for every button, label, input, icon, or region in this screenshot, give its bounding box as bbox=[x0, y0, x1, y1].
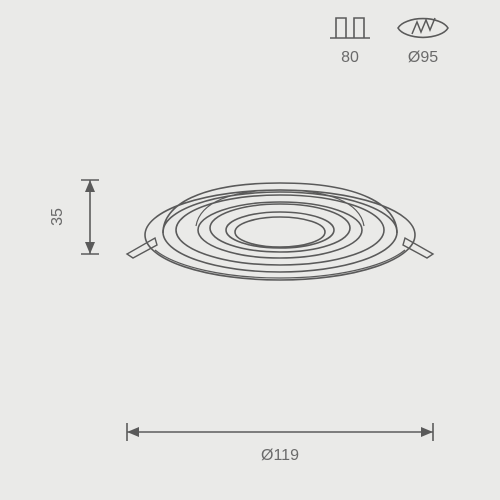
height-dimension: 35 bbox=[49, 180, 99, 254]
height-label: 35 bbox=[49, 208, 66, 226]
throat bbox=[198, 202, 362, 258]
clip-left bbox=[127, 238, 157, 258]
cutout-icon: Ø95 bbox=[398, 18, 448, 66]
downlight-fixture bbox=[127, 183, 433, 280]
width-dimension: Ø119 bbox=[127, 423, 433, 464]
clip-right bbox=[403, 238, 433, 258]
width-label: Ø119 bbox=[261, 447, 299, 464]
trim-inner bbox=[176, 195, 384, 265]
cutout-label: Ø95 bbox=[408, 49, 438, 66]
depth-icon: 80 bbox=[330, 18, 370, 66]
depth-label: 80 bbox=[341, 49, 359, 66]
technical-drawing: 80 Ø95 35 Ø119 bbox=[0, 0, 500, 500]
lens bbox=[235, 217, 325, 247]
